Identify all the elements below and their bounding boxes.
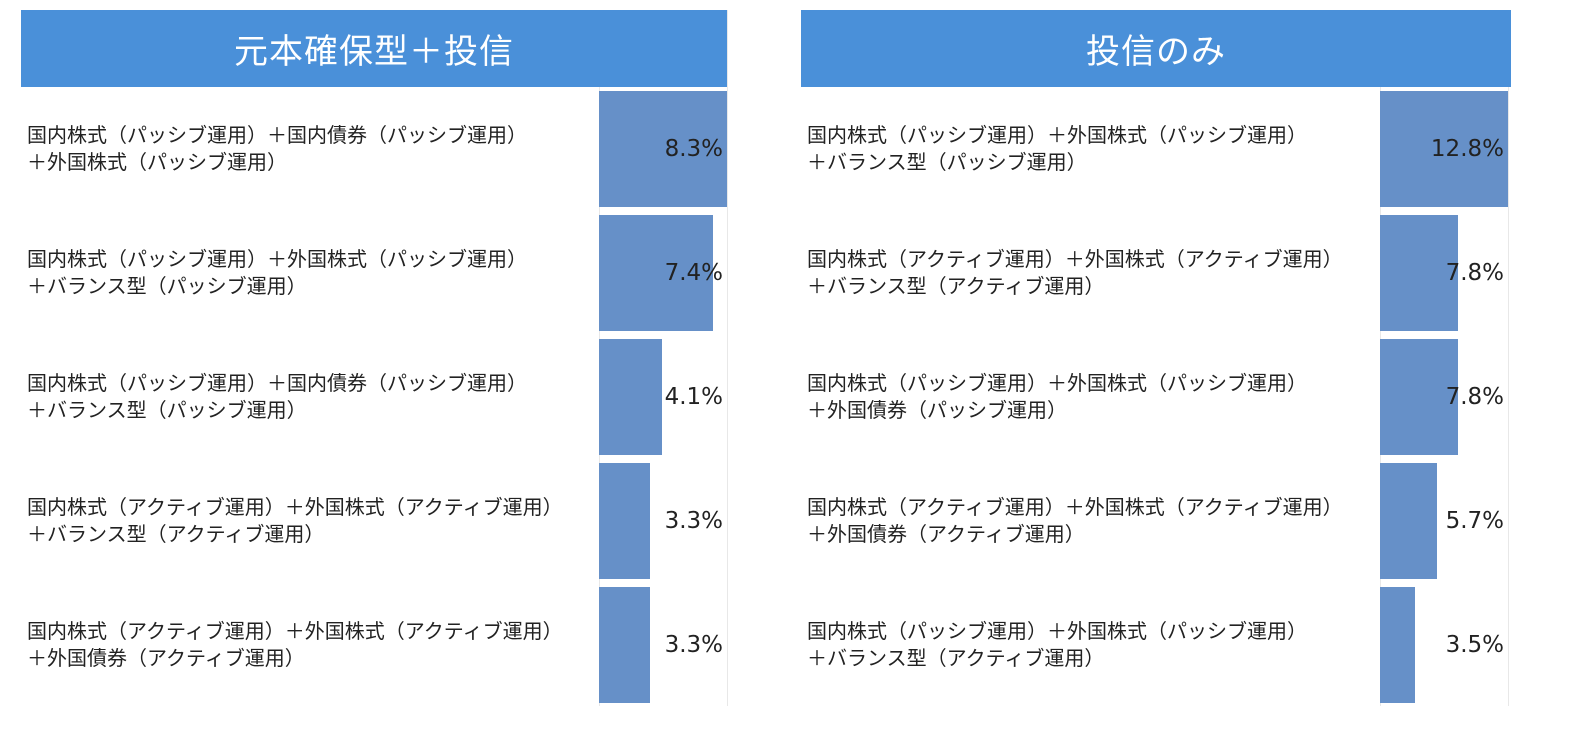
left-bar-track-4: 3.3% — [599, 587, 727, 703]
right-category-line-4-0: 国内株式（パッシブ運用）＋外国株式（パッシブ運用） — [807, 619, 1307, 643]
right-category-line-1-1: ＋バランス型（アクティブ運用） — [807, 274, 1105, 298]
right-category-label-1: 国内株式（アクティブ運用）＋外国株式（アクティブ運用） ＋バランス型（アクティブ運… — [807, 213, 1343, 333]
left-data-label-4: 3.3% — [664, 632, 723, 658]
right-gridline-1 — [1508, 10, 1509, 706]
left-category-line-1-0: 国内株式（パッシブ運用）＋外国株式（パッシブ運用） — [27, 247, 527, 271]
left-category-label-3: 国内株式（アクティブ運用）＋外国株式（アクティブ運用） ＋バランス型（アクティブ運… — [27, 461, 563, 581]
left-category-line-3-1: ＋バランス型（アクティブ運用） — [27, 522, 325, 546]
right-bar-2 — [1380, 339, 1458, 455]
left-bar-1 — [599, 215, 714, 331]
right-bar-4 — [1380, 587, 1415, 703]
right-bar-0 — [1380, 91, 1508, 207]
left-row-4: 国内株式（アクティブ運用）＋外国株式（アクティブ運用） ＋外国債券（アクティブ運用… — [21, 585, 727, 705]
right-category-line-0-0: 国内株式（パッシブ運用）＋外国株式（パッシブ運用） — [807, 123, 1307, 147]
right-data-label-3: 5.7% — [1445, 508, 1504, 534]
left-bar-track-1: 7.4% — [599, 215, 727, 331]
right-category-line-2-0: 国内株式（パッシブ運用）＋外国株式（パッシブ運用） — [807, 371, 1307, 395]
right-row-3: 国内株式（アクティブ運用）＋外国株式（アクティブ運用） ＋外国債券（アクティブ運用… — [801, 461, 1511, 581]
right-row-0: 国内株式（パッシブ運用）＋外国株式（パッシブ運用） ＋バランス型（パッシブ運用） 1… — [801, 89, 1511, 209]
left-category-line-4-0: 国内株式（アクティブ運用）＋外国株式（アクティブ運用） — [27, 619, 563, 643]
left-category-line-1-1: ＋バランス型（パッシブ運用） — [27, 274, 307, 298]
left-category-label-1: 国内株式（パッシブ運用）＋外国株式（パッシブ運用） ＋バランス型（パッシブ運用） — [27, 213, 527, 333]
right-category-line-3-1: ＋外国債券（アクティブ運用） — [807, 522, 1085, 546]
left-category-label-4: 国内株式（アクティブ運用）＋外国株式（アクティブ運用） ＋外国債券（アクティブ運用… — [27, 585, 563, 705]
right-data-label-2: 7.8% — [1445, 384, 1504, 410]
right-data-label-0: 12.8% — [1430, 136, 1504, 162]
left-category-label-2: 国内株式（パッシブ運用）＋国内債券（パッシブ運用） ＋バランス型（パッシブ運用） — [27, 337, 527, 457]
left-category-line-0-1: ＋外国株式（パッシブ運用） — [27, 150, 287, 174]
right-row-2: 国内株式（パッシブ運用）＋外国株式（パッシブ運用） ＋外国債券（パッシブ運用） 7.… — [801, 337, 1511, 457]
right-category-label-0: 国内株式（パッシブ運用）＋外国株式（パッシブ運用） ＋バランス型（パッシブ運用） — [807, 89, 1307, 209]
right-category-line-4-1: ＋バランス型（アクティブ運用） — [807, 646, 1105, 670]
right-bar-track-0: 12.8% — [1380, 91, 1508, 207]
left-category-line-0-0: 国内株式（パッシブ運用）＋国内債券（パッシブ運用） — [27, 123, 527, 147]
left-row-0: 国内株式（パッシブ運用）＋国内債券（パッシブ運用） ＋外国株式（パッシブ運用） 8.… — [21, 89, 727, 209]
right-data-label-1: 7.8% — [1445, 260, 1504, 286]
right-category-line-1-0: 国内株式（アクティブ運用）＋外国株式（アクティブ運用） — [807, 247, 1343, 271]
left-row-3: 国内株式（アクティブ運用）＋外国株式（アクティブ運用） ＋バランス型（アクティブ運… — [21, 461, 727, 581]
left-bar-0 — [599, 91, 727, 207]
left-data-label-0: 8.3% — [664, 136, 723, 162]
right-chart-title: 投信のみ — [801, 10, 1511, 87]
left-chart-title: 元本確保型＋投信 — [21, 10, 727, 87]
right-row-4: 国内株式（パッシブ運用）＋外国株式（パッシブ運用） ＋バランス型（アクティブ運用）… — [801, 585, 1511, 705]
left-category-line-2-1: ＋バランス型（パッシブ運用） — [27, 398, 307, 422]
right-data-label-4: 3.5% — [1445, 632, 1504, 658]
left-bar-track-2: 4.1% — [599, 339, 727, 455]
right-category-label-4: 国内株式（パッシブ運用）＋外国株式（パッシブ運用） ＋バランス型（アクティブ運用） — [807, 585, 1307, 705]
left-bar-track-0: 8.3% — [599, 91, 727, 207]
right-chart-panel: 投信のみ 国内株式（パッシブ運用）＋外国株式（パッシブ運用） ＋バランス型（パッシ… — [801, 10, 1511, 706]
right-bar-track-3: 5.7% — [1380, 463, 1508, 579]
left-bar-3 — [599, 463, 650, 579]
left-category-line-3-0: 国内株式（アクティブ運用）＋外国株式（アクティブ運用） — [27, 495, 563, 519]
left-bar-track-3: 3.3% — [599, 463, 727, 579]
right-category-label-2: 国内株式（パッシブ運用）＋外国株式（パッシブ運用） ＋外国債券（パッシブ運用） — [807, 337, 1307, 457]
right-bar-1 — [1380, 215, 1458, 331]
right-row-1: 国内株式（アクティブ運用）＋外国株式（アクティブ運用） ＋バランス型（アクティブ運… — [801, 213, 1511, 333]
left-category-line-4-1: ＋外国債券（アクティブ運用） — [27, 646, 305, 670]
right-bar-track-1: 7.8% — [1380, 215, 1508, 331]
right-bar-3 — [1380, 463, 1437, 579]
right-category-line-0-1: ＋バランス型（パッシブ運用） — [807, 150, 1087, 174]
left-chart-panel: 元本確保型＋投信 国内株式（パッシブ運用）＋国内債券（パッシブ運用） ＋外国株式（… — [21, 10, 728, 706]
left-category-label-0: 国内株式（パッシブ運用）＋国内債券（パッシブ運用） ＋外国株式（パッシブ運用） — [27, 89, 527, 209]
left-bar-2 — [599, 339, 663, 455]
left-data-label-2: 4.1% — [664, 384, 723, 410]
right-category-label-3: 国内株式（アクティブ運用）＋外国株式（アクティブ運用） ＋外国債券（アクティブ運用… — [807, 461, 1343, 581]
left-data-label-3: 3.3% — [664, 508, 723, 534]
right-bar-track-2: 7.8% — [1380, 339, 1508, 455]
left-row-2: 国内株式（パッシブ運用）＋国内債券（パッシブ運用） ＋バランス型（パッシブ運用） 4… — [21, 337, 727, 457]
left-data-label-1: 7.4% — [664, 260, 723, 286]
left-category-line-2-0: 国内株式（パッシブ運用）＋国内債券（パッシブ運用） — [27, 371, 527, 395]
left-row-1: 国内株式（パッシブ運用）＋外国株式（パッシブ運用） ＋バランス型（パッシブ運用） 7… — [21, 213, 727, 333]
right-category-line-2-1: ＋外国債券（パッシブ運用） — [807, 398, 1067, 422]
left-bar-4 — [599, 587, 650, 703]
left-gridline-1 — [727, 10, 728, 706]
right-bar-track-4: 3.5% — [1380, 587, 1508, 703]
right-category-line-3-0: 国内株式（アクティブ運用）＋外国株式（アクティブ運用） — [807, 495, 1343, 519]
